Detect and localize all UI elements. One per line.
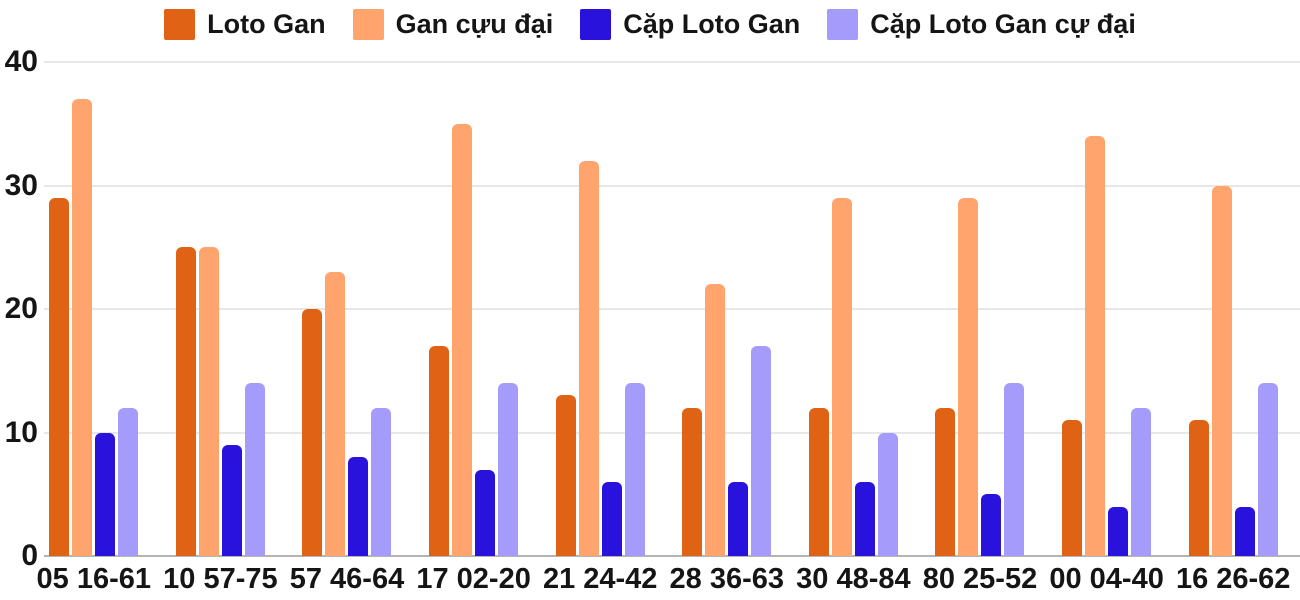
x-axis-baseline [44, 555, 1300, 557]
x-axis-category-label: 16 26-62 [1175, 563, 1291, 595]
legend-swatch-icon [164, 9, 196, 40]
y-axis-tick-label: 0 [21, 539, 38, 572]
bar-gan-cuu-ai-00-04-40[interactable] [1085, 136, 1106, 556]
y-axis-tick-label: 20 [4, 292, 38, 325]
bar-gan-cuu-ai-21-24-42[interactable] [578, 160, 599, 556]
legend-label: Cặp Loto Gan [623, 9, 801, 39]
bar-cap-loto-gan-cu-ai-00-04-40[interactable] [1131, 407, 1152, 556]
bar-group-17-02-20 [410, 62, 537, 556]
bar-cap-loto-gan-cu-ai-16-26-62[interactable] [1257, 383, 1278, 556]
bar-cap-loto-gan-80-25-52[interactable] [981, 494, 1002, 556]
x-axis-category-label: 05 16-61 [36, 563, 152, 595]
bar-cap-loto-gan-05-16-61[interactable] [95, 432, 116, 556]
bar-cap-loto-gan-30-48-84[interactable] [854, 481, 875, 556]
bar-cap-loto-gan-cu-ai-21-24-42[interactable] [624, 383, 645, 556]
legend-swatch-icon [580, 9, 612, 40]
bar-loto-gan-28-36-63[interactable] [682, 407, 703, 556]
gridline [44, 308, 1300, 310]
chart-legend: Loto Gan Gan cựu đại Cặp Loto Gan Cặp Loto … [0, 9, 1300, 40]
x-axis-category-label: 10 57-75 [163, 563, 278, 595]
bar-gan-cuu-ai-10-57-75[interactable] [198, 247, 219, 556]
bar-loto-gan-10-57-75[interactable] [175, 247, 196, 556]
bar-cap-loto-gan-57-46-64[interactable] [348, 457, 369, 556]
gridline [44, 184, 1300, 187]
bar-group-16-26-62 [1170, 62, 1297, 556]
bar-cap-loto-gan-10-57-75[interactable] [221, 444, 242, 556]
gridline [44, 431, 1300, 434]
bar-loto-gan-00-04-40[interactable] [1062, 420, 1083, 556]
bar-cap-loto-gan-cu-ai-80-25-52[interactable] [1004, 383, 1025, 556]
bar-cap-loto-gan-16-26-62[interactable] [1234, 506, 1255, 556]
bar-group-80-25-52 [917, 62, 1044, 556]
bar-gan-cuu-ai-30-48-84[interactable] [831, 197, 852, 556]
legend-label: Loto Gan [207, 9, 326, 39]
x-axis-category-label: 57 46-64 [289, 563, 405, 595]
bar-cap-loto-gan-28-36-63[interactable] [728, 481, 749, 556]
bar-loto-gan-21-24-42[interactable] [555, 395, 576, 556]
bar-cap-loto-gan-cu-ai-05-16-61[interactable] [118, 407, 139, 556]
bar-cap-loto-gan-cu-ai-28-36-63[interactable] [751, 346, 772, 556]
bar-group-00-04-40 [1043, 62, 1170, 556]
bar-group-05-16-61 [31, 62, 158, 556]
bar-gan-cuu-ai-05-16-61[interactable] [72, 99, 93, 556]
bar-cap-loto-gan-21-24-42[interactable] [601, 481, 622, 556]
legend-label: Gan cựu đại [395, 9, 554, 39]
legend-item-cap-loto-gan-cu-ai[interactable]: Cặp Loto Gan cự đại [827, 9, 1136, 40]
bar-gan-cuu-ai-17-02-20[interactable] [452, 123, 473, 556]
bar-cap-loto-gan-cu-ai-57-46-64[interactable] [371, 407, 392, 556]
bar-cap-loto-gan-cu-ai-17-02-20[interactable] [498, 383, 519, 556]
y-axis-tick-label: 10 [4, 415, 38, 449]
bar-group-30-48-84 [790, 62, 917, 556]
bar-group-21-24-42 [537, 62, 664, 556]
x-axis-category-label: 80 25-52 [922, 563, 1038, 595]
bar-gan-cuu-ai-16-26-62[interactable] [1211, 185, 1232, 556]
bar-cap-loto-gan-cu-ai-10-57-75[interactable] [244, 383, 265, 556]
legend-swatch-icon [352, 9, 384, 40]
bar-cap-loto-gan-cu-ai-30-48-84[interactable] [877, 432, 898, 556]
y-axis-tick-label: 30 [4, 168, 38, 202]
bar-cap-loto-gan-00-04-40[interactable] [1108, 506, 1129, 556]
bar-loto-gan-30-48-84[interactable] [808, 407, 829, 556]
bar-loto-gan-05-16-61[interactable] [49, 197, 70, 556]
bar-gan-cuu-ai-28-36-63[interactable] [705, 284, 726, 556]
bar-loto-gan-17-02-20[interactable] [429, 346, 450, 556]
legend-item-loto-gan[interactable]: Loto Gan [164, 9, 326, 40]
legend-label: Cặp Loto Gan cự đại [870, 9, 1136, 39]
x-axis-category-label: 21 24-42 [542, 563, 658, 595]
x-axis-category-label: 30 48-84 [796, 563, 911, 595]
x-axis-category-label: 00 04-40 [1049, 563, 1164, 595]
x-axis-category-label: 28 36-63 [669, 563, 785, 595]
bar-cap-loto-gan-17-02-20[interactable] [475, 469, 496, 556]
bar-loto-gan-16-26-62[interactable] [1188, 420, 1209, 556]
bar-group-10-57-75 [157, 62, 284, 556]
bar-gan-cuu-ai-57-46-64[interactable] [325, 271, 346, 556]
bar-loto-gan-80-25-52[interactable] [935, 407, 956, 556]
y-axis-tick-label: 40 [4, 45, 38, 78]
bar-gan-cuu-ai-80-25-52[interactable] [958, 197, 979, 556]
bar-loto-gan-57-46-64[interactable] [302, 309, 323, 556]
bar-group-28-36-63 [664, 62, 791, 556]
legend-swatch-icon [827, 9, 859, 40]
gridline [44, 61, 1300, 63]
legend-item-gan-cuu-ai[interactable]: Gan cựu đại [352, 9, 554, 40]
legend-item-cap-loto-gan[interactable]: Cặp Loto Gan [580, 9, 800, 40]
x-axis-category-label: 17 02-20 [416, 563, 531, 595]
bar-group-57-46-64 [284, 62, 411, 556]
